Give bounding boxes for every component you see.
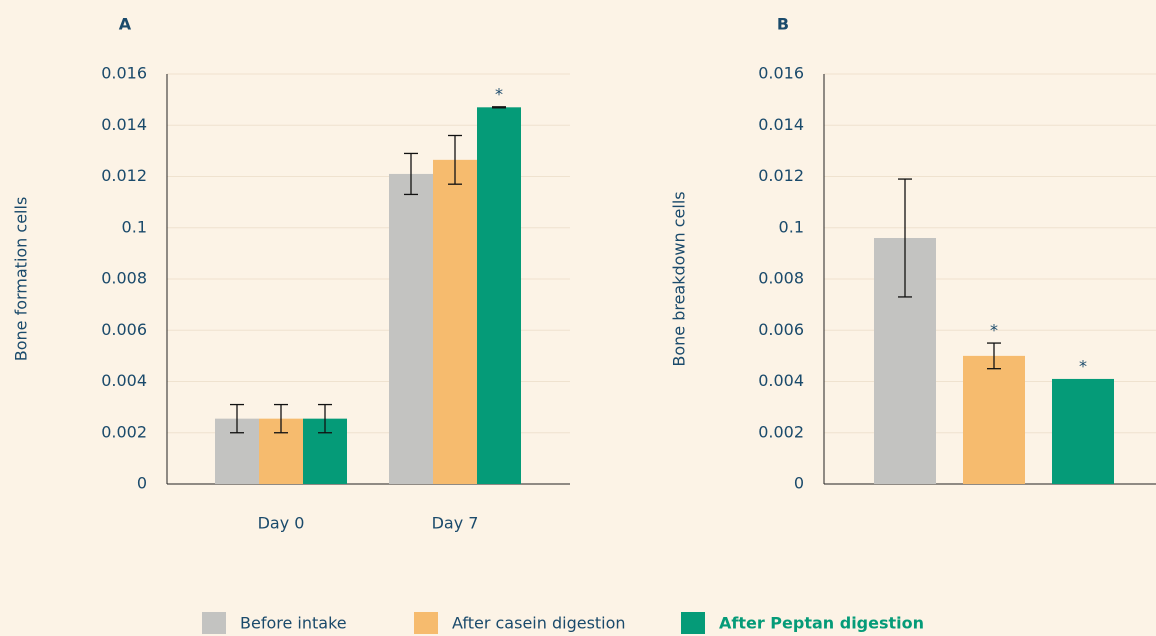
- legend-swatch: [681, 612, 705, 634]
- y-tick-label: 0.016: [758, 64, 804, 83]
- y-tick-label: 0.012: [101, 166, 147, 185]
- x-tick-label: Day 7: [432, 514, 479, 533]
- chart-title: A: [119, 15, 132, 34]
- y-tick-label: 0.012: [758, 166, 804, 185]
- significance-marker: *: [495, 84, 503, 103]
- y-tick-label: 0: [794, 474, 804, 493]
- y-tick-label: 0.002: [758, 422, 804, 441]
- y-tick-label: 0.008: [101, 269, 147, 288]
- error-bar: [448, 134, 462, 185]
- bar: [963, 355, 1025, 484]
- y-tick-label: 0.014: [101, 115, 147, 134]
- significance-marker: *: [990, 321, 998, 340]
- bar: [1052, 378, 1114, 484]
- error-bar: [987, 342, 1001, 370]
- error-bar: [898, 178, 912, 298]
- error-bar: [318, 403, 332, 434]
- significance-marker: *: [1079, 356, 1087, 375]
- y-axis-label: Bone breakdown cells: [670, 191, 689, 366]
- chart-title: B: [777, 15, 789, 34]
- legend-swatch: [202, 612, 226, 634]
- y-tick-label: 0.1: [122, 217, 147, 236]
- x-tick-label: Day 0: [258, 514, 305, 533]
- error-bar: [492, 106, 506, 109]
- legend-label: After casein digestion: [452, 614, 626, 633]
- y-tick-label: 0.004: [101, 371, 147, 390]
- error-bar: [404, 152, 418, 196]
- y-tick-label: 0: [137, 474, 147, 493]
- bar: [389, 173, 433, 484]
- y-tick-label: 0.008: [758, 269, 804, 288]
- y-axis-label: Bone formation cells: [12, 197, 31, 362]
- y-tick-label: 0.002: [101, 422, 147, 441]
- legend-swatch: [414, 612, 438, 634]
- legend-label: After Peptan digestion: [719, 614, 924, 633]
- y-tick-label: 0.006: [101, 320, 147, 339]
- y-tick-label: 0.014: [758, 115, 804, 134]
- error-bar: [274, 403, 288, 434]
- legend-label: Before intake: [240, 614, 347, 633]
- y-tick-label: 0.1: [779, 217, 804, 236]
- y-tick-label: 0.016: [101, 64, 147, 83]
- y-tick-label: 0.004: [758, 371, 804, 390]
- error-bar: [230, 403, 244, 434]
- bar: [433, 159, 477, 484]
- y-tick-label: 0.006: [758, 320, 804, 339]
- bar: [477, 107, 521, 484]
